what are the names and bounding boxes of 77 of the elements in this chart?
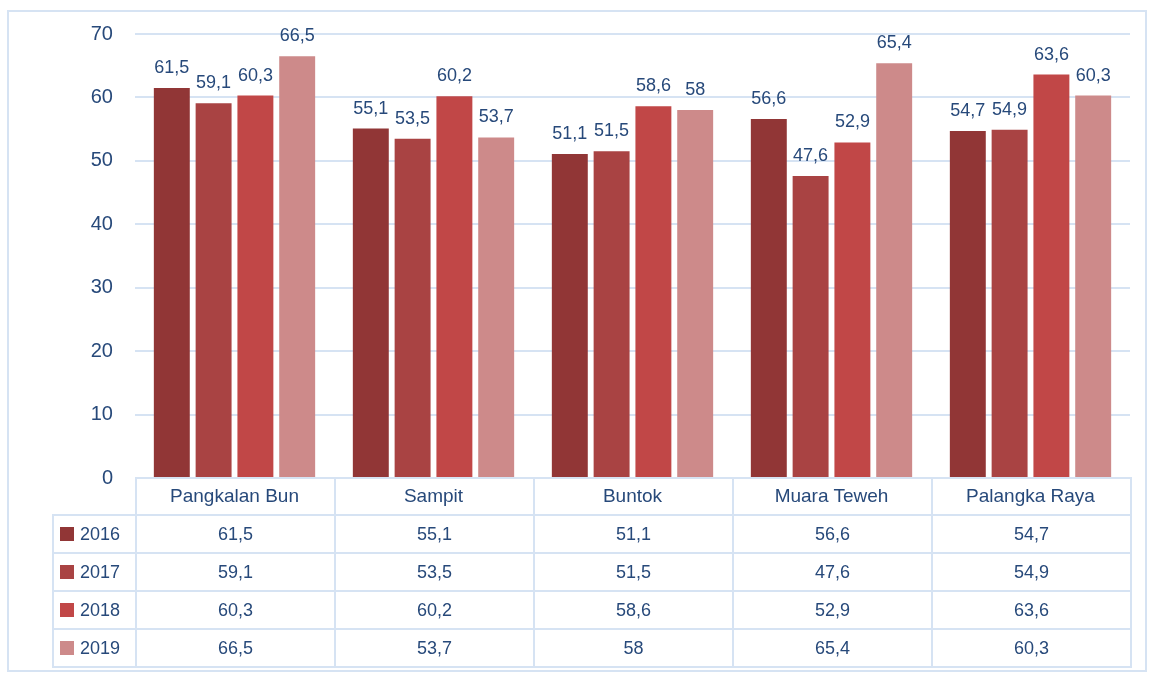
text: 61,5 xyxy=(154,56,190,77)
data-label: 65,4 xyxy=(814,637,851,658)
data-label: 51,5 xyxy=(615,561,652,582)
text: 60,2 xyxy=(436,65,472,86)
bar xyxy=(792,176,829,477)
text: 65,4 xyxy=(876,32,912,53)
text: 52,9 xyxy=(834,111,870,132)
bar xyxy=(436,96,473,477)
data-label: 53,7 xyxy=(416,637,453,658)
bar xyxy=(635,106,672,477)
bar xyxy=(352,128,389,477)
y-tick-label: 70 xyxy=(90,21,113,44)
text: 66,5 xyxy=(279,25,315,46)
data-label: 53,5 xyxy=(416,561,453,582)
text: 51,1 xyxy=(552,122,588,143)
data-label: 58 xyxy=(623,637,644,658)
bar xyxy=(593,151,630,477)
data-label: 55,1 xyxy=(416,523,453,544)
bar xyxy=(1033,74,1070,477)
legend-label: 2019 xyxy=(80,637,121,658)
data-label: 58,6 xyxy=(615,599,652,620)
legend-label: 2018 xyxy=(80,599,121,620)
text: 54,9 xyxy=(992,98,1028,119)
data-label: 61,5 xyxy=(217,523,254,544)
x-tick-label: Sampit xyxy=(403,484,464,506)
data-label: 56,6 xyxy=(814,523,851,544)
bar xyxy=(478,137,515,477)
text: 51,5 xyxy=(594,120,630,141)
data-label: 47,6 xyxy=(814,561,851,582)
bar xyxy=(195,103,232,477)
text: 60,3 xyxy=(237,64,273,85)
bar xyxy=(551,153,588,477)
bar xyxy=(394,138,431,477)
text: 60,3 xyxy=(1075,64,1111,85)
bar xyxy=(279,56,316,477)
legend-label: 2017 xyxy=(80,561,121,582)
text: 56,6 xyxy=(751,87,787,108)
legend-label: 2016 xyxy=(80,523,121,544)
text: 59,1 xyxy=(196,72,232,93)
bar xyxy=(876,63,913,477)
y-tick-label: 10 xyxy=(90,402,113,425)
y-tick-label: 0 xyxy=(101,465,113,488)
bar xyxy=(677,110,714,477)
data-label: 51,1 xyxy=(615,523,652,544)
y-tick-label: 40 xyxy=(90,211,113,234)
bar xyxy=(949,131,986,477)
bar xyxy=(750,118,787,477)
bar xyxy=(237,95,274,477)
y-tick-label: 60 xyxy=(90,84,113,107)
x-tick-label: Muara Teweh xyxy=(774,484,889,506)
text: 58 xyxy=(685,79,706,100)
text: 47,6 xyxy=(793,145,829,166)
bar xyxy=(153,87,190,477)
y-tick-label: 20 xyxy=(90,338,113,361)
y-tick-label: 30 xyxy=(90,275,113,298)
bar xyxy=(834,142,871,477)
data-label: 54,9 xyxy=(1013,561,1050,582)
text: 63,6 xyxy=(1033,43,1069,64)
data-label: 60,2 xyxy=(416,599,453,620)
x-tick-label: Palangka Raya xyxy=(966,484,1096,506)
data-label: 60,3 xyxy=(1013,637,1050,658)
text: 53,7 xyxy=(478,106,514,127)
x-tick-label: Buntok xyxy=(602,484,663,506)
data-label: 63,6 xyxy=(1013,599,1050,620)
y-tick-label: 50 xyxy=(90,148,113,171)
text: 58,6 xyxy=(635,75,671,96)
data-label: 59,1 xyxy=(217,561,254,582)
text: 53,5 xyxy=(395,107,431,128)
bar xyxy=(1075,95,1112,477)
text: 55,1 xyxy=(353,97,389,118)
data-label: 60,3 xyxy=(217,599,254,620)
bar xyxy=(991,129,1028,477)
text: 54,7 xyxy=(950,100,986,121)
data-label: 52,9 xyxy=(814,599,851,620)
x-tick-label: Pangkalan Bun xyxy=(170,484,299,506)
data-label: 66,5 xyxy=(217,637,254,658)
data-label: 54,7 xyxy=(1013,523,1050,544)
